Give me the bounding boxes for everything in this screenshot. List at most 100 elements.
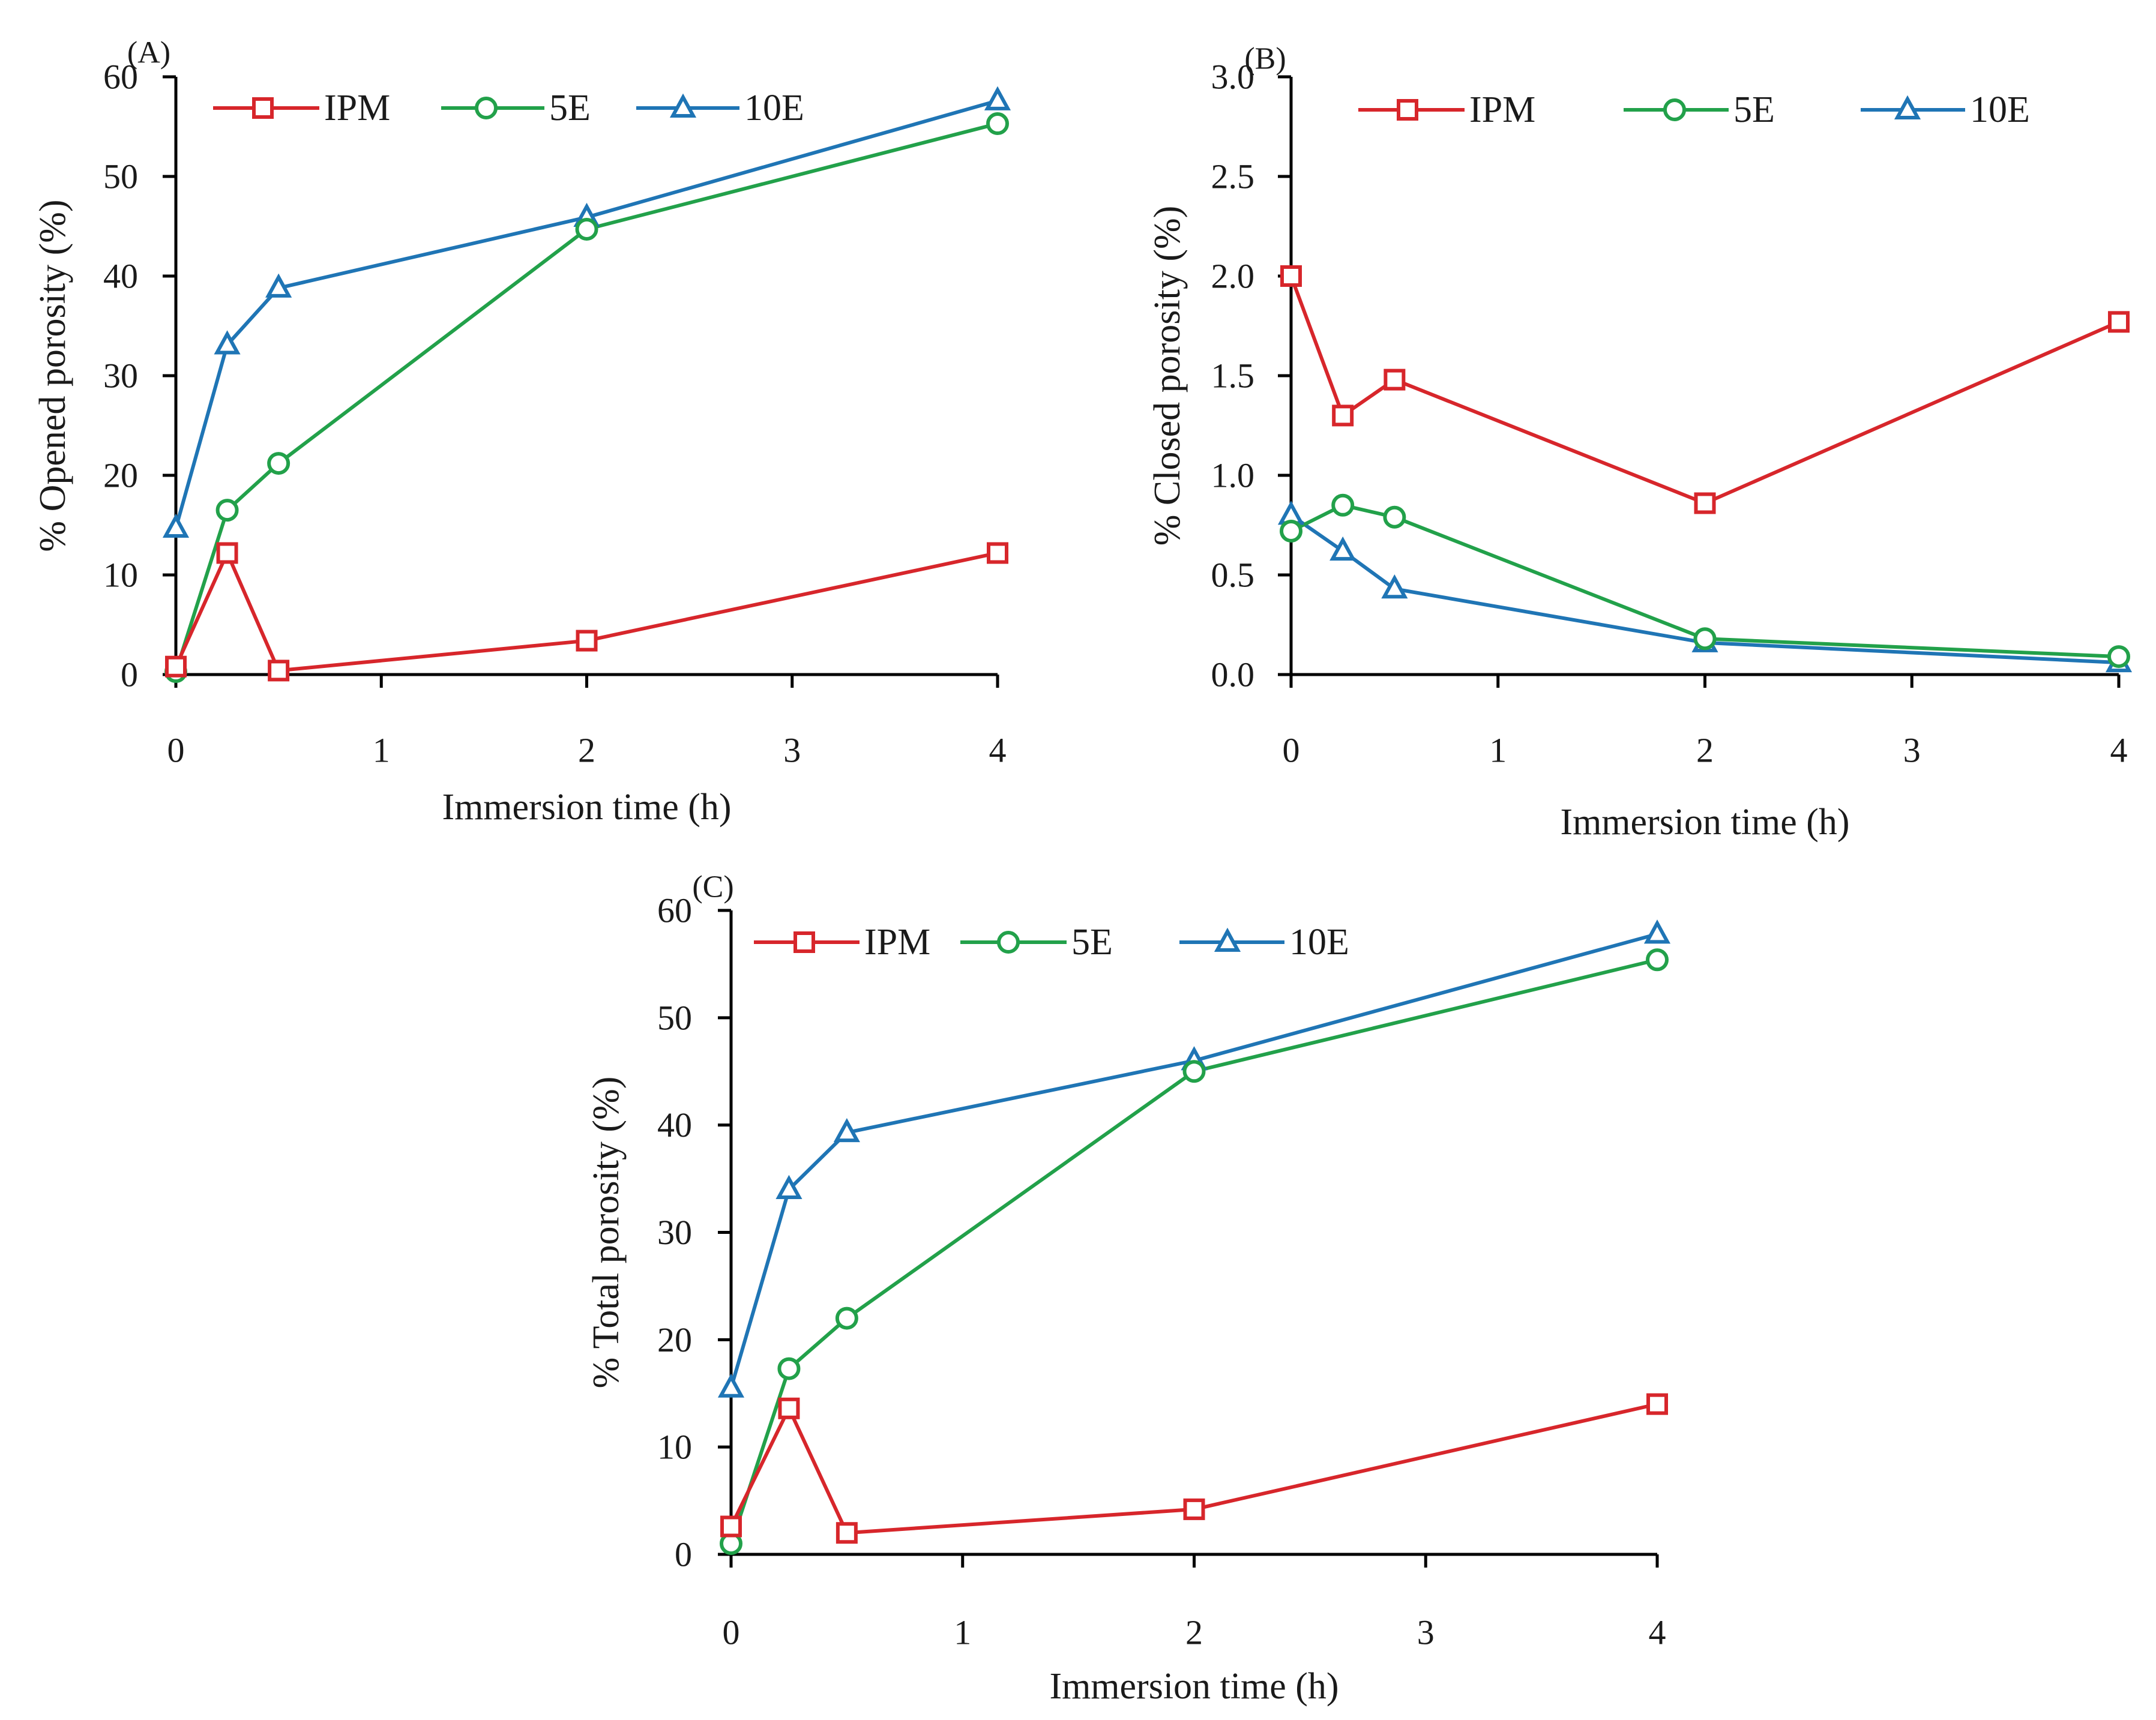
y-tick-label: 0 [121, 655, 138, 694]
data-point-10e [1329, 536, 1357, 561]
legend-marker [793, 931, 815, 953]
panel-label: (C) [692, 870, 733, 904]
y-tick-label: 60 [657, 891, 692, 930]
data-point-10e [162, 513, 190, 538]
data-point-ipm [1280, 265, 1302, 287]
panel-label: (A) [127, 36, 170, 70]
legend-item-10e: 10E [1861, 89, 2030, 130]
x-tick-label: 4 [1649, 1613, 1666, 1652]
data-point-5e [777, 1357, 801, 1380]
legend-label: 5E [1733, 89, 1775, 130]
data-point-ipm [720, 1515, 742, 1538]
data-point-ipm [1384, 368, 1406, 391]
y-tick-label: 0 [675, 1535, 692, 1574]
chart-panel-a: 0 10 20 30 40 50 60 0 1 2 3 4 Immersion time (h) % Op… [32, 36, 1011, 828]
y-tick-label: 10 [657, 1428, 692, 1467]
y-tick-label: 50 [103, 157, 138, 196]
legend-label: 5E [1071, 922, 1113, 963]
data-point-ipm [2108, 311, 2130, 333]
data-point-ipm [165, 655, 187, 678]
y-axis-title: % Opened porosity (%) [32, 199, 73, 552]
data-point-10e [1381, 574, 1408, 599]
data-point-5e [1693, 627, 1717, 651]
data-point-ipm [268, 660, 290, 682]
legend-label: IPM [324, 88, 390, 128]
data-point-5e [1646, 948, 1669, 972]
series-line-ipm [174, 551, 998, 673]
data-point-ipm [1183, 1498, 1205, 1520]
data-point-5e [575, 217, 598, 241]
panel-label: (B) [1244, 42, 1286, 76]
x-tick-label: 1 [954, 1613, 971, 1652]
data-point-5e [267, 452, 291, 475]
legend-item-ipm: IPM [213, 88, 390, 128]
legend-label: 10E [1970, 89, 2030, 130]
legend-item-10e: 10E [1179, 922, 1349, 963]
data-point-ipm [576, 630, 598, 652]
x-axis-title: Immersion time (h) [1049, 1666, 1338, 1707]
y-tick-label: 50 [657, 998, 692, 1037]
x-tick-label: 2 [578, 731, 595, 770]
y-tick-label: 2.5 [1211, 157, 1255, 196]
x-tick-label: 3 [1417, 1613, 1435, 1652]
legend-marker [997, 931, 1020, 954]
y-tick-label: 1.5 [1211, 356, 1255, 395]
legend-marker [1214, 927, 1241, 952]
legend-label: IPM [864, 922, 930, 963]
x-tick-label: 0 [1283, 731, 1300, 770]
legend-item-5e: 5E [960, 922, 1113, 963]
data-point-5e [1383, 505, 1406, 529]
data-point-5e [1280, 519, 1302, 543]
data-point-10e [214, 330, 241, 355]
y-axis-title: % Total porosity (%) [586, 1077, 627, 1389]
y-tick-label: 1.0 [1211, 456, 1255, 495]
legend-marker [669, 93, 697, 118]
y-tick-label: 30 [657, 1213, 692, 1252]
data-point-10e [833, 1117, 860, 1143]
data-point-10e [717, 1373, 745, 1398]
x-tick-label: 2 [1185, 1613, 1203, 1652]
legend-label: IPM [1469, 89, 1535, 130]
legend-item-5e: 5E [441, 88, 591, 128]
y-tick-label: 0.5 [1211, 556, 1255, 595]
legend-marker [1397, 99, 1418, 121]
legend-label: 10E [1289, 922, 1349, 963]
data-point-5e [986, 112, 1009, 136]
x-tick-label: 3 [783, 731, 801, 770]
legend-marker [252, 97, 274, 119]
series-line-10e [174, 98, 998, 529]
y-tick-label: 3.0 [1211, 58, 1255, 97]
data-point-ipm [836, 1522, 858, 1544]
series-line-10e [729, 932, 1658, 1389]
data-point-5e [215, 499, 239, 522]
chart-panel-c: 0 10 20 30 40 50 60 0 1 2 3 4 Immersion time (h) % To… [586, 870, 1671, 1707]
x-tick-label: 0 [167, 731, 185, 770]
x-tick-label: 1 [373, 731, 390, 770]
legend-marker [475, 97, 498, 119]
data-point-ipm [987, 542, 1008, 564]
data-point-5e [1331, 493, 1355, 517]
data-point-10e [775, 1174, 802, 1199]
legend-marker [1894, 95, 1921, 119]
x-axis-title: Immersion time (h) [442, 787, 731, 828]
y-axis-title: % Closed porosity (%) [1147, 206, 1188, 546]
legend-item-10e: 10E [636, 88, 804, 128]
y-tick-label: 20 [103, 456, 138, 495]
data-point-ipm [778, 1397, 800, 1419]
y-tick-label: 40 [657, 1105, 692, 1144]
x-tick-label: 4 [989, 731, 1007, 770]
legend-label: 5E [549, 88, 591, 128]
y-tick-label: 2.0 [1211, 257, 1255, 296]
legend-marker [1663, 98, 1686, 121]
y-tick-label: 40 [103, 257, 138, 296]
legend-item-5e: 5E [1624, 89, 1775, 130]
legend-item-ipm: IPM [754, 922, 930, 963]
data-point-ipm [216, 542, 238, 564]
data-point-5e [1182, 1060, 1206, 1083]
legend-label: 10E [744, 88, 804, 128]
data-point-10e [984, 86, 1011, 110]
y-tick-label: 20 [657, 1320, 692, 1359]
data-point-ipm [1332, 404, 1354, 427]
y-tick-label: 60 [103, 58, 138, 97]
